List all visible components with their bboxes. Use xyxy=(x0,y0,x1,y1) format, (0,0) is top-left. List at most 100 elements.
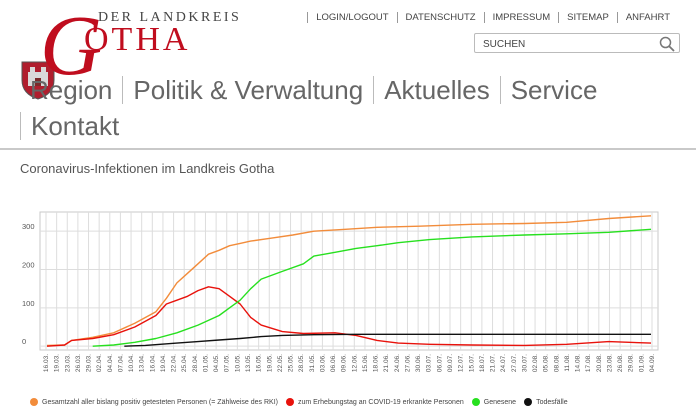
section-divider xyxy=(0,148,696,150)
x-tick-label: 26.08. xyxy=(617,354,624,372)
legend-label-active: zum Erhebungstag an COVID-19 erkrankte P… xyxy=(297,398,464,406)
x-tick-label: 03.07. xyxy=(426,354,433,372)
x-tick-label: 30.07. xyxy=(521,354,528,372)
x-tick-label: 21.06. xyxy=(383,354,390,372)
nav-item-aktuelles[interactable]: Aktuelles xyxy=(373,76,500,104)
x-tick-label: 01.05. xyxy=(202,354,209,372)
legend-item-active: zum Erhebungstag an COVID-19 erkrankte P… xyxy=(285,398,464,406)
x-tick-label: 01.09. xyxy=(638,354,645,372)
series-line-1 xyxy=(46,286,652,347)
privacy-link[interactable]: DATENSCHUTZ xyxy=(396,12,484,23)
nav-item-kontakt[interactable]: Kontakt xyxy=(20,112,129,140)
logo-initial: G xyxy=(40,0,103,93)
x-tick-label: 16.04. xyxy=(149,354,156,372)
x-tick-label: 02.04. xyxy=(96,354,103,372)
legend-dot-total xyxy=(30,398,38,406)
x-tick-label: 18.06. xyxy=(373,354,380,372)
logo-subtitle: DER LANDKREIS xyxy=(98,10,242,25)
legend-item-deaths: Todesfälle xyxy=(524,398,568,406)
x-tick-label: 27.07. xyxy=(511,354,518,372)
x-tick-label: 10.05. xyxy=(234,354,241,372)
x-tick-label: 19.03. xyxy=(54,354,61,372)
series-line-0 xyxy=(46,215,652,347)
x-tick-label: 06.06. xyxy=(330,354,337,372)
nav-item-region[interactable]: Region xyxy=(30,75,113,105)
x-tick-label: 12.07. xyxy=(458,354,465,372)
series-line-2 xyxy=(92,228,652,347)
x-tick-label: 22.04. xyxy=(171,354,178,372)
main-navigation: Region Politik & Verwaltung Aktuelles Se… xyxy=(20,72,620,144)
search-box xyxy=(474,33,680,53)
page-title: Coronavirus-Infektionen im Landkreis Got… xyxy=(20,161,275,176)
x-tick-label: 16.05. xyxy=(256,354,263,372)
legend-item-recovered: Genesene xyxy=(471,398,517,406)
x-tick-label: 25.04. xyxy=(181,354,188,372)
x-tick-label: 31.05. xyxy=(309,354,316,372)
x-tick-label: 15.07. xyxy=(468,354,475,372)
x-tick-label: 19.04. xyxy=(160,354,167,372)
x-tick-label: 07.04. xyxy=(117,354,124,372)
y-tick-label: 100 xyxy=(22,299,35,308)
x-tick-label: 12.06. xyxy=(351,354,358,372)
nav-item-politik[interactable]: Politik & Verwaltung xyxy=(122,76,373,104)
x-tick-label: 08.08. xyxy=(553,354,560,372)
nav-item-service[interactable]: Service xyxy=(499,76,608,104)
x-tick-label: 26.03. xyxy=(75,354,82,372)
x-tick-label: 04.04. xyxy=(107,354,114,372)
x-tick-label: 04.09. xyxy=(649,354,656,372)
x-tick-label: 03.06. xyxy=(319,354,326,372)
x-tick-label: 24.07. xyxy=(500,354,507,372)
y-tick-label: 200 xyxy=(22,261,35,270)
x-tick-label: 23.08. xyxy=(606,354,613,372)
x-tick-label: 25.05. xyxy=(288,354,295,372)
x-tick-label: 17.08. xyxy=(585,354,592,372)
x-tick-label: 29.03. xyxy=(86,354,93,372)
x-tick-label: 30.06. xyxy=(415,354,422,372)
y-tick-label: 0 xyxy=(22,337,26,346)
search-icon[interactable] xyxy=(659,36,675,52)
x-tick-label: 02.08. xyxy=(532,354,539,372)
login-link[interactable]: LOGIN/LOGOUT xyxy=(307,12,396,23)
legend-dot-deaths xyxy=(524,398,533,406)
x-tick-label: 19.05. xyxy=(266,354,273,372)
directions-link[interactable]: ANFAHRT xyxy=(616,12,678,23)
sitemap-link[interactable]: SITEMAP xyxy=(558,12,617,23)
x-tick-label: 16.03. xyxy=(43,354,50,372)
y-tick-label: 300 xyxy=(22,222,35,231)
chart-legend: Gesamtzahl aller bislang positiv geteste… xyxy=(30,398,576,406)
infection-chart: 0 100 200 300 16.03. 19.03. 23.03. 26.03. 29.03.… xyxy=(22,211,659,372)
x-tick-label: 23.03. xyxy=(64,354,71,372)
legend-item-total: Gesamtzahl aller bislang positiv geteste… xyxy=(30,398,278,406)
x-tick-label: 28.04. xyxy=(192,354,199,372)
x-tick-label: 10.04. xyxy=(128,354,135,372)
x-tick-label: 18.07. xyxy=(479,354,486,372)
x-tick-label: 15.06. xyxy=(362,354,369,372)
top-navigation: LOGIN/LOGOUT DATENSCHUTZ IMPRESSUM SITEM… xyxy=(307,12,678,23)
x-tick-label: 24.06. xyxy=(394,354,401,372)
x-tick-label: 21.07. xyxy=(490,354,497,372)
x-tick-label: 27.06. xyxy=(404,354,411,372)
imprint-link[interactable]: IMPRESSUM xyxy=(483,12,559,23)
x-tick-label: 13.05. xyxy=(245,354,252,372)
search-input[interactable] xyxy=(481,38,655,51)
x-tick-label: 04.05. xyxy=(213,354,220,372)
legend-dot-active xyxy=(285,398,294,406)
x-tick-label: 20.08. xyxy=(596,354,603,372)
legend-label-recovered: Genesene xyxy=(483,398,517,406)
x-tick-label: 29.08. xyxy=(628,354,635,372)
series-line-3 xyxy=(124,333,651,347)
coat-of-arms-icon xyxy=(21,61,55,100)
x-tick-label: 14.08. xyxy=(575,354,582,372)
legend-dot-recovered xyxy=(471,398,480,406)
x-tick-label: 22.05. xyxy=(277,354,284,372)
x-tick-label: 28.05. xyxy=(298,354,305,372)
legend-label-total: Gesamtzahl aller bislang positiv geteste… xyxy=(42,398,278,406)
legend-label-deaths: Todesfälle xyxy=(536,398,568,406)
x-tick-label: 11.08. xyxy=(564,354,571,372)
plot-frame xyxy=(39,211,659,351)
x-tick-label: 13.04. xyxy=(139,354,146,372)
x-tick-label: 05.08. xyxy=(543,354,550,372)
x-tick-label: 06.07. xyxy=(436,354,443,372)
x-tick-label: 09.07. xyxy=(447,354,454,372)
x-tick-label: 09.06. xyxy=(341,354,348,372)
